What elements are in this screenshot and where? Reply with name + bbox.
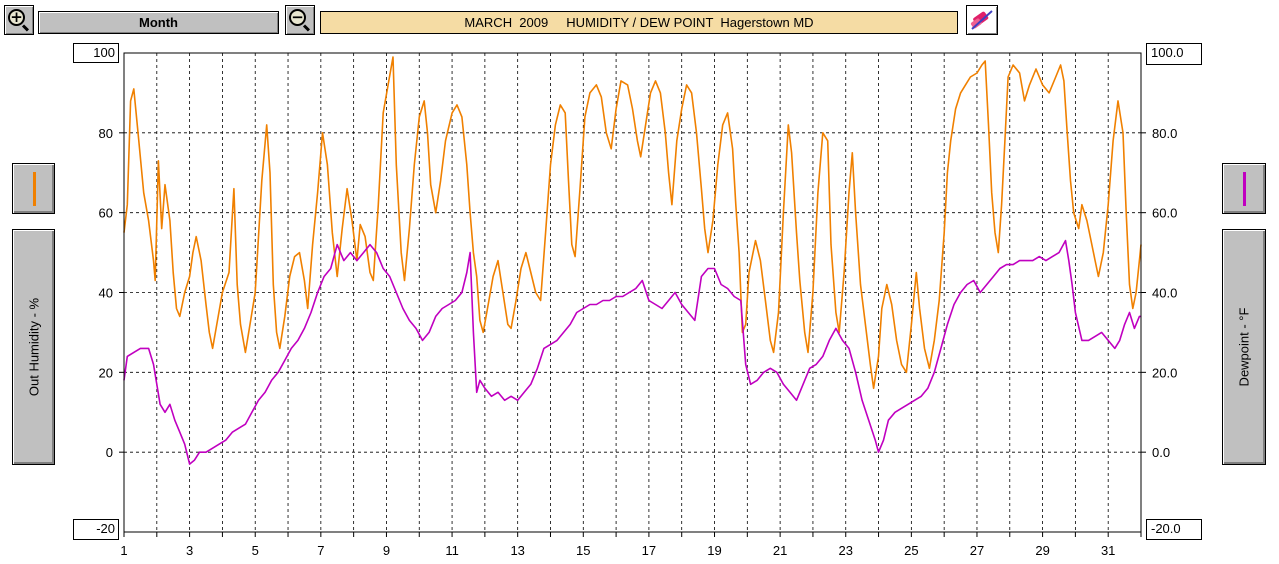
right-tick-label: 20.0	[1152, 365, 1177, 380]
left-tick-label: 0	[106, 445, 113, 460]
left-tick-label: 60	[99, 206, 113, 221]
right-tick-label: 60.0	[1152, 206, 1177, 221]
left-axis-min: -20	[73, 519, 119, 540]
left-tick-label: 20	[99, 365, 113, 380]
right-axis-min: -20.0	[1146, 519, 1202, 540]
grid	[119, 53, 1146, 537]
dewpoint-line	[123, 239, 1141, 465]
zoom-out-button[interactable]: −	[285, 5, 315, 35]
x-tick-label: 7	[317, 543, 324, 558]
humidity-line	[123, 56, 1142, 390]
x-tick-label: 29	[1035, 543, 1049, 558]
x-tick-label: 15	[576, 543, 590, 558]
left-tick-label: 40	[99, 286, 113, 301]
x-tick-label: 3	[186, 543, 193, 558]
left-tick-label: 80	[99, 126, 113, 141]
x-tick-labels: 1 3 5 7 9 11 13 15 17 19 21 23 25 27 29 31	[120, 543, 1115, 558]
left-tick-labels: 80 60 40 20 0	[99, 126, 113, 460]
x-tick-label: 13	[510, 543, 524, 558]
x-tick-label: 9	[383, 543, 390, 558]
dewpoint-axis-button[interactable]: Dewpoint - °F	[1222, 229, 1266, 465]
humidity-legend-button[interactable]	[12, 163, 55, 214]
x-tick-label: 19	[707, 543, 721, 558]
x-tick-label: 17	[642, 543, 656, 558]
dewpoint-legend-swatch	[1243, 172, 1246, 206]
x-tick-label: 23	[839, 543, 853, 558]
series-lines	[123, 56, 1142, 465]
eraser-icon	[970, 10, 993, 30]
right-tick-label: 40.0	[1152, 286, 1177, 301]
chart-title: MARCH 2009 HUMIDITY / DEW POINT Hagersto…	[320, 11, 958, 34]
x-tick-label: 1	[120, 543, 127, 558]
dewpoint-legend-button[interactable]	[1222, 163, 1266, 214]
x-tick-label: 5	[252, 543, 259, 558]
x-tick-label: 25	[904, 543, 918, 558]
left-axis-max: 100	[73, 43, 119, 63]
zoom-in-button[interactable]: +	[4, 5, 34, 35]
plot-frame	[123, 52, 1142, 533]
eraser-button[interactable]	[966, 5, 998, 35]
humidity-axis-button[interactable]: Out Humidity - %	[12, 229, 55, 465]
right-axis-max: 100.0	[1146, 43, 1202, 65]
right-tick-labels: 80.0 60.0 40.0 20.0 0.0	[1152, 126, 1177, 460]
zoom-in-icon: +	[8, 9, 25, 26]
humidity-legend-swatch	[33, 172, 36, 206]
zoom-out-icon: −	[289, 9, 306, 26]
right-tick-label: 0.0	[1152, 445, 1170, 460]
period-selector[interactable]: Month	[38, 11, 279, 34]
right-tick-label: 80.0	[1152, 126, 1177, 141]
x-tick-label: 31	[1101, 543, 1115, 558]
x-tick-label: 11	[445, 543, 459, 558]
x-tick-label: 21	[773, 543, 787, 558]
x-tick-label: 27	[970, 543, 984, 558]
